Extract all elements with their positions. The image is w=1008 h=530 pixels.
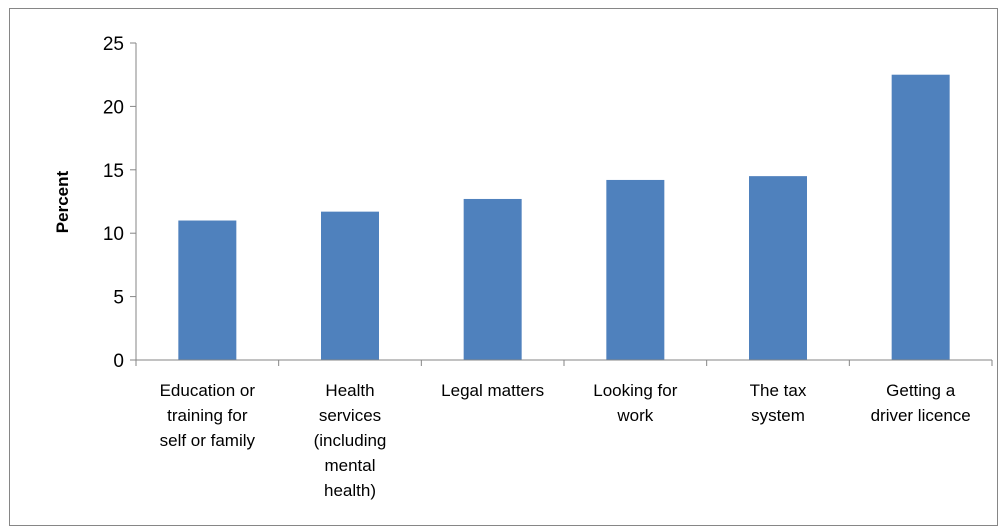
y-tick-label: 20 <box>103 97 124 118</box>
y-tick-label: 0 <box>113 351 124 372</box>
x-tick-label: Looking for work <box>593 381 677 425</box>
bar <box>463 198 522 360</box>
y-tick-label: 5 <box>113 288 124 309</box>
y-tick-label: 10 <box>103 224 124 245</box>
x-tick-label: Education or training for self or family <box>160 381 256 450</box>
bar <box>321 211 379 360</box>
y-tick-label: 25 <box>103 34 124 55</box>
x-tick-label: Health services (including mental health) <box>314 381 387 500</box>
bar <box>749 176 807 360</box>
x-tick-label: Getting a driver licence <box>871 381 971 425</box>
bar <box>178 220 237 360</box>
bar <box>606 179 665 360</box>
bar <box>891 74 950 360</box>
x-tick-label: Legal matters <box>441 381 544 400</box>
y-axis-title: Percent <box>53 170 72 233</box>
x-tick-label: The tax system <box>750 381 807 425</box>
y-tick-label: 15 <box>103 161 124 182</box>
